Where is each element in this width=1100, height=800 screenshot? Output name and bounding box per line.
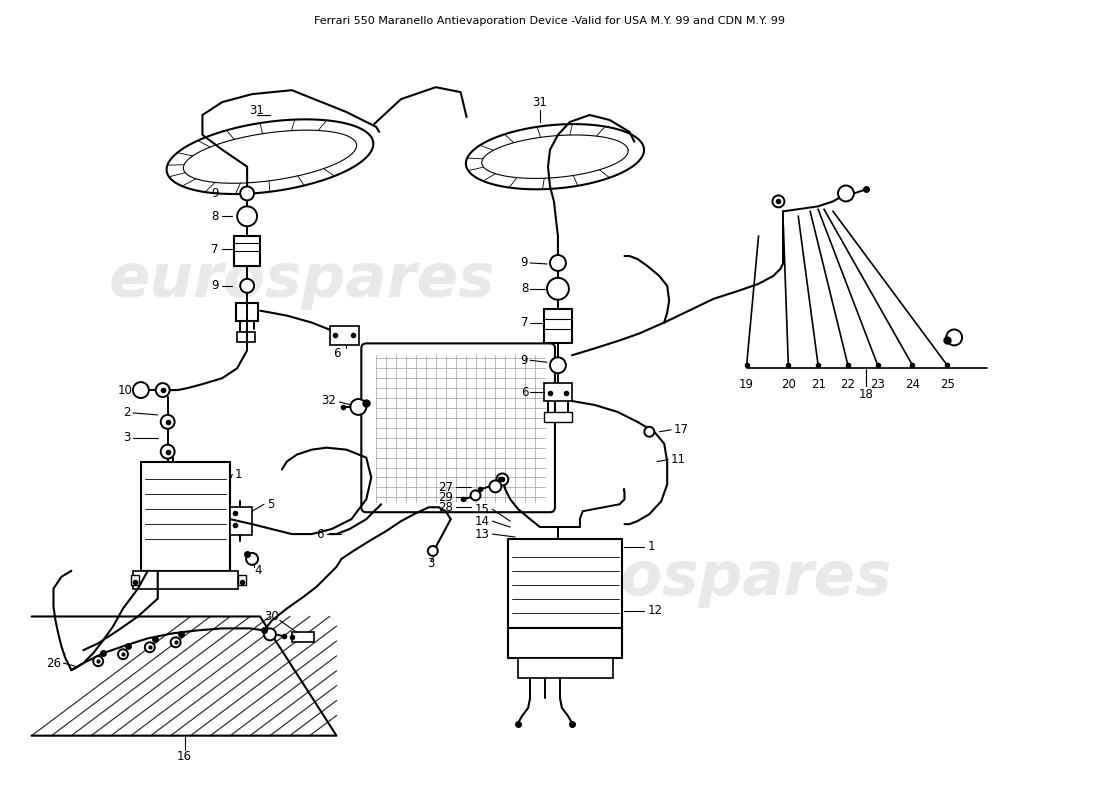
FancyBboxPatch shape [544, 412, 572, 422]
Circle shape [264, 629, 276, 640]
Circle shape [246, 553, 258, 565]
Text: 18: 18 [858, 388, 873, 401]
Text: 30: 30 [265, 610, 279, 623]
Text: eurospares: eurospares [109, 251, 495, 310]
Text: 8: 8 [211, 210, 218, 222]
Text: 6: 6 [332, 347, 340, 360]
Text: 8: 8 [520, 282, 528, 295]
Text: 19: 19 [739, 378, 755, 391]
Circle shape [496, 474, 508, 486]
Text: 10: 10 [118, 383, 133, 397]
Text: eurospares: eurospares [506, 550, 892, 608]
Text: 31: 31 [532, 95, 548, 109]
Circle shape [550, 255, 565, 271]
FancyBboxPatch shape [544, 383, 572, 401]
Circle shape [240, 186, 254, 200]
Text: 4: 4 [254, 564, 262, 578]
Text: 27: 27 [438, 481, 453, 494]
Text: 11: 11 [671, 453, 686, 466]
Text: 9: 9 [211, 187, 218, 200]
Circle shape [471, 490, 481, 500]
Text: 7: 7 [211, 242, 218, 255]
Circle shape [161, 415, 175, 429]
Circle shape [428, 546, 438, 556]
Text: 1: 1 [647, 541, 654, 554]
Circle shape [133, 382, 148, 398]
Circle shape [145, 642, 155, 652]
Text: 23: 23 [870, 378, 886, 391]
Text: 21: 21 [811, 378, 826, 391]
Text: 12: 12 [647, 604, 662, 617]
Circle shape [156, 383, 169, 397]
Text: 24: 24 [905, 378, 920, 391]
Text: 22: 22 [840, 378, 856, 391]
FancyBboxPatch shape [239, 574, 246, 585]
Circle shape [351, 399, 366, 415]
Circle shape [772, 195, 784, 207]
FancyBboxPatch shape [133, 571, 239, 589]
FancyBboxPatch shape [292, 632, 313, 642]
Circle shape [118, 650, 128, 659]
Text: 25: 25 [939, 378, 955, 391]
FancyBboxPatch shape [508, 539, 623, 629]
Text: 28: 28 [438, 501, 453, 514]
FancyBboxPatch shape [508, 629, 623, 658]
Text: 6: 6 [520, 386, 528, 398]
FancyBboxPatch shape [236, 302, 258, 321]
Circle shape [94, 656, 103, 666]
FancyBboxPatch shape [238, 333, 255, 342]
Text: 9: 9 [520, 354, 528, 366]
Text: Ferrari 550 Maranello Antievaporation Device -Valid for USA M.Y. 99 and CDN M.Y.: Ferrari 550 Maranello Antievaporation De… [315, 16, 785, 26]
Circle shape [645, 427, 654, 437]
Circle shape [170, 638, 180, 647]
Circle shape [490, 481, 502, 492]
Circle shape [550, 358, 565, 373]
FancyBboxPatch shape [131, 574, 139, 585]
Circle shape [946, 330, 962, 346]
Circle shape [161, 445, 175, 458]
FancyBboxPatch shape [544, 309, 572, 343]
Text: 20: 20 [781, 378, 795, 391]
FancyBboxPatch shape [330, 326, 360, 346]
Text: 17: 17 [674, 423, 689, 436]
Circle shape [547, 278, 569, 300]
Text: 29: 29 [438, 491, 453, 504]
Circle shape [838, 186, 854, 202]
FancyBboxPatch shape [230, 507, 252, 535]
Text: 14: 14 [474, 514, 490, 528]
Text: 9: 9 [520, 257, 528, 270]
Text: 2: 2 [123, 406, 131, 419]
Text: 13: 13 [474, 527, 490, 541]
Text: 6: 6 [316, 527, 323, 541]
Text: 1: 1 [234, 468, 242, 481]
Text: 7: 7 [520, 316, 528, 329]
Text: 16: 16 [177, 750, 192, 762]
Circle shape [240, 279, 254, 293]
Text: 3: 3 [123, 431, 131, 444]
Text: 3: 3 [427, 558, 434, 570]
FancyBboxPatch shape [141, 462, 230, 571]
Text: 32: 32 [321, 394, 337, 406]
Text: 31: 31 [250, 103, 264, 117]
Text: 15: 15 [474, 502, 490, 516]
FancyBboxPatch shape [361, 343, 556, 512]
Text: 26: 26 [46, 657, 62, 670]
Text: 9: 9 [211, 279, 218, 292]
FancyBboxPatch shape [518, 658, 613, 678]
Circle shape [238, 206, 257, 226]
FancyBboxPatch shape [234, 236, 260, 266]
Text: 5: 5 [267, 498, 274, 510]
